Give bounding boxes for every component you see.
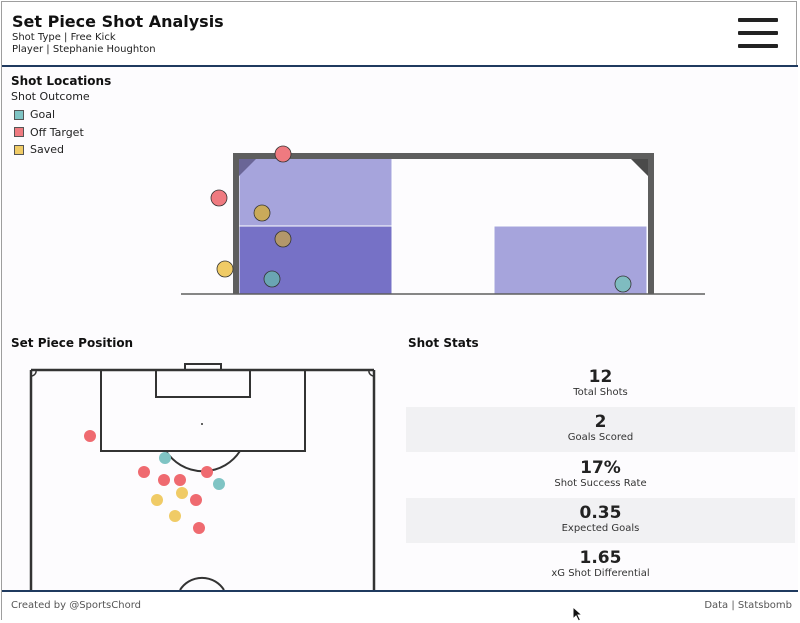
data-source-text: Data | Statsbomb (704, 600, 792, 611)
legend-item-off-target[interactable]: Off Target (14, 124, 90, 142)
shot-marker-goal (614, 275, 632, 293)
shot-marker-off-target (274, 145, 292, 163)
set-piece-marker-off-target (190, 494, 202, 506)
mouse-cursor-icon (572, 605, 584, 622)
corner-arc-left (30, 369, 37, 377)
goal-frame (233, 153, 654, 294)
shot-marker-saved (274, 230, 292, 248)
set-piece-marker-off-target (193, 522, 205, 534)
goal-posts (184, 363, 222, 371)
shot-marker-off-target (210, 189, 228, 207)
stat-shot-success-rate: 17% Shot Success Rate (406, 453, 795, 498)
corner-left (239, 159, 256, 176)
stat-label: xG Shot Differential (551, 568, 650, 579)
stat-value: 0.35 (579, 503, 622, 523)
set-piece-marker-off-target (201, 466, 213, 478)
set-piece-marker-off-target (158, 474, 170, 486)
player-label: Player | Stephanie Houghton (12, 44, 156, 55)
shot-outcome-legend: Shot Outcome Goal Off Target Saved (11, 90, 90, 159)
legend-item-saved[interactable]: Saved (14, 141, 90, 159)
penalty-box (100, 369, 306, 452)
legend-item-goal[interactable]: Goal (14, 106, 90, 124)
off-target-swatch-icon (14, 127, 24, 138)
page-title: Set Piece Shot Analysis (12, 12, 224, 31)
legend-title: Shot Outcome (11, 90, 90, 103)
footer: Created by @SportsChord Data | Statsbomb (2, 592, 798, 620)
stat-label: Shot Success Rate (554, 478, 647, 489)
set-piece-marker-goal (159, 452, 171, 464)
shot-stats-title: Shot Stats (408, 336, 479, 350)
set-piece-marker-saved (151, 494, 163, 506)
shot-marker-saved (216, 260, 234, 278)
legend-label-saved: Saved (30, 143, 64, 157)
stat-value: 12 (588, 367, 613, 387)
set-piece-marker-off-target (174, 474, 186, 486)
footer-divider (2, 590, 798, 592)
set-piece-marker-goal (213, 478, 225, 490)
penalty-spot (201, 423, 203, 425)
stat-label: Expected Goals (561, 523, 640, 534)
stat-value: 17% (580, 458, 621, 478)
six-yard-box (155, 369, 251, 398)
corner-arc-right (368, 369, 375, 377)
shot-marker-goal (263, 270, 281, 288)
pitch-diagram (29, 363, 376, 591)
shot-type-label: Shot Type | Free Kick (12, 32, 116, 43)
stat-label: Total Shots (573, 387, 628, 398)
header-divider (2, 65, 798, 67)
goal-mouth-diagram (181, 145, 705, 295)
stat-value: 2 (594, 412, 607, 432)
stat-goals-scored: 2 Goals Scored (406, 407, 795, 452)
legend-label-goal: Goal (30, 108, 56, 122)
stat-xg-shot-differential: 1.65 xG Shot Differential (406, 543, 795, 588)
shot-locations-title: Shot Locations (11, 74, 112, 88)
set-piece-position-title: Set Piece Position (11, 336, 134, 350)
stat-label: Goals Scored (567, 432, 634, 443)
hamburger-menu-icon[interactable] (738, 18, 778, 48)
shot-marker-saved (253, 204, 271, 222)
set-piece-marker-saved (176, 487, 188, 499)
set-piece-marker-off-target (138, 466, 150, 478)
set-piece-marker-off-target (84, 430, 96, 442)
saved-swatch-icon (14, 144, 24, 155)
stat-total-shots: 12 Total Shots (406, 362, 795, 407)
legend-label-off-target: Off Target (30, 125, 84, 139)
corner-right (631, 159, 648, 176)
credit-text: Created by @SportsChord (11, 600, 141, 611)
stat-value: 1.65 (579, 548, 622, 568)
stat-expected-goals: 0.35 Expected Goals (406, 498, 795, 543)
center-circle (179, 576, 225, 591)
dashboard-header: Set Piece Shot Analysis Shot Type | Free… (2, 2, 798, 65)
goal-swatch-icon (14, 109, 24, 120)
set-piece-marker-saved (169, 510, 181, 522)
